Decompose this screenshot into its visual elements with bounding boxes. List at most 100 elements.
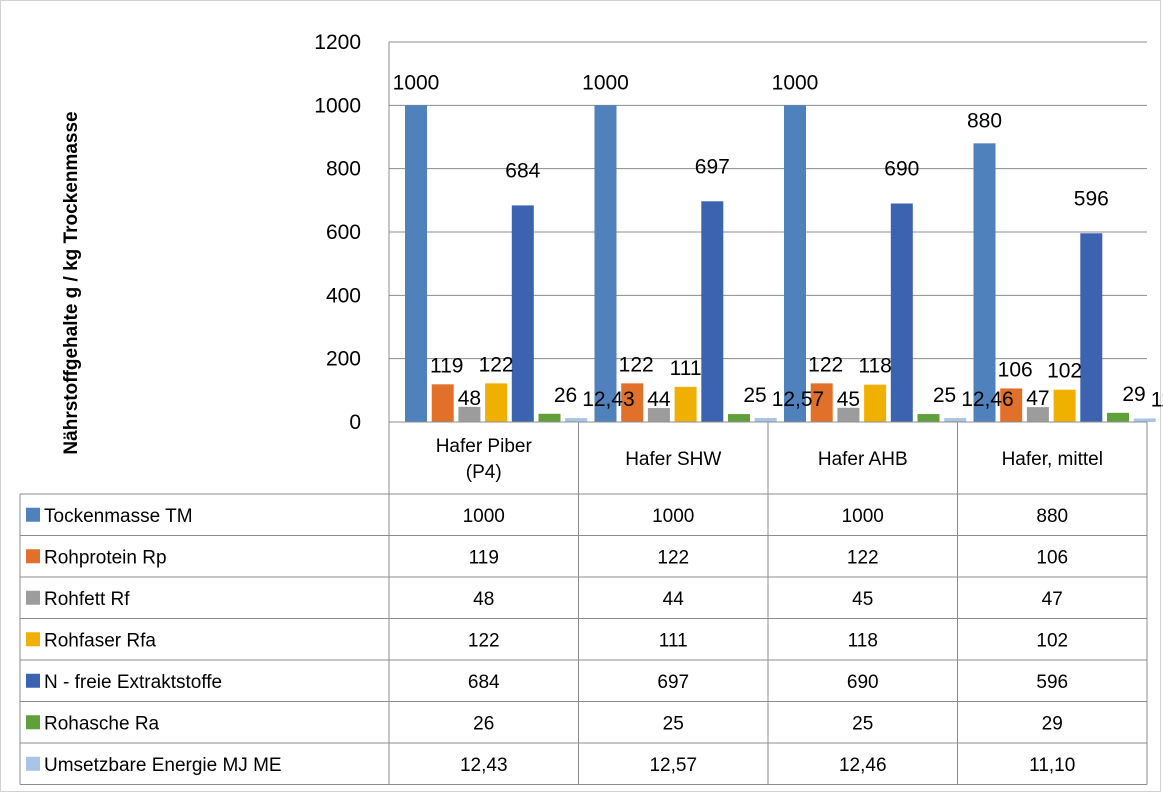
bar xyxy=(458,406,481,422)
legend-label: Rohfaser Rfa xyxy=(44,630,156,651)
y-tick-label: 400 xyxy=(326,284,361,307)
legend-swatch xyxy=(26,715,40,730)
bar xyxy=(565,418,588,422)
legend-label: Tockenmasse TM xyxy=(44,506,193,527)
data-label: 29 xyxy=(1122,383,1145,406)
bar xyxy=(1000,388,1023,422)
bar xyxy=(431,384,454,422)
legend-label: Umsetzbare Energie MJ ME xyxy=(44,755,282,776)
bar xyxy=(621,383,644,422)
table-cell: 684 xyxy=(468,672,500,693)
data-label: 11,10 xyxy=(1151,388,1163,411)
table-cell: 12,57 xyxy=(649,755,697,776)
table-cell: 25 xyxy=(852,713,873,734)
bar xyxy=(944,418,967,422)
data-label: 1000 xyxy=(582,71,629,94)
bar xyxy=(917,414,940,422)
legend-swatch xyxy=(26,507,40,522)
table-cell: 44 xyxy=(663,589,685,610)
table-cell: 48 xyxy=(473,589,494,610)
legend-label: Rohfett Rf xyxy=(44,589,130,610)
table-cell: 122 xyxy=(468,630,500,651)
y-tick-label: 1200 xyxy=(314,31,361,54)
y-tick-label: 600 xyxy=(326,221,361,244)
bar xyxy=(784,105,806,422)
data-label: 47 xyxy=(1026,387,1049,410)
data-label: 122 xyxy=(479,353,514,376)
table-cell: 45 xyxy=(852,589,873,610)
legend-swatch xyxy=(26,549,40,564)
data-label: 684 xyxy=(505,159,540,182)
data-label: 122 xyxy=(619,353,654,376)
data-label: 122 xyxy=(808,353,843,376)
y-tick-label: 800 xyxy=(326,158,361,181)
table-cell: 122 xyxy=(847,547,879,568)
bar xyxy=(728,414,750,422)
data-label: 12,43 xyxy=(582,388,635,411)
table-cell: 26 xyxy=(473,713,494,734)
y-tick-label: 1000 xyxy=(314,94,361,117)
table-cell: 25 xyxy=(663,713,684,734)
legend-label: Rohasche Ra xyxy=(44,713,160,734)
table-cell: 29 xyxy=(1042,713,1063,734)
data-label: 118 xyxy=(858,355,891,378)
data-label: 106 xyxy=(998,358,1033,381)
bar xyxy=(810,383,833,422)
category-label: Hafer AHB xyxy=(818,449,908,470)
bar xyxy=(538,413,561,422)
data-label: 44 xyxy=(647,388,671,411)
data-label: 880 xyxy=(967,109,1002,132)
data-label: 119 xyxy=(430,354,463,377)
bar xyxy=(973,143,996,423)
table-cell: 47 xyxy=(1042,589,1063,610)
table-cell: 111 xyxy=(659,630,688,651)
category-label: Hafer, mittel xyxy=(1002,449,1103,470)
bar xyxy=(837,407,860,422)
category-label: Hafer Piber (P4) xyxy=(436,436,533,483)
table-cell: 11,10 xyxy=(1029,755,1075,776)
bar xyxy=(485,383,508,422)
bar xyxy=(1107,412,1129,422)
bar xyxy=(890,203,913,422)
data-label: 102 xyxy=(1047,360,1082,383)
data-label: 690 xyxy=(884,158,919,181)
table-cell: 880 xyxy=(1036,506,1068,527)
data-label: 697 xyxy=(695,155,730,178)
table-cell: 1000 xyxy=(842,506,884,527)
data-label: 1000 xyxy=(393,71,440,94)
bar xyxy=(1133,418,1156,422)
bar xyxy=(511,205,534,422)
legend-swatch xyxy=(26,632,40,647)
table-cell: 119 xyxy=(469,547,499,568)
bar xyxy=(864,384,887,422)
table-cell: 118 xyxy=(848,630,878,651)
data-label: 25 xyxy=(743,384,766,407)
table-cell: 1000 xyxy=(652,506,694,527)
data-label: 45 xyxy=(837,388,860,411)
table-cell: 690 xyxy=(847,672,879,693)
data-label: 26 xyxy=(554,384,577,407)
legend-swatch xyxy=(26,590,40,605)
table-cell: 12,43 xyxy=(460,755,508,776)
y-tick-label: 0 xyxy=(349,411,361,434)
data-label: 12,57 xyxy=(772,388,825,411)
legend-label: Rohprotein Rp xyxy=(44,547,167,568)
legend-swatch xyxy=(26,673,40,688)
bar xyxy=(701,201,724,422)
data-label: 25 xyxy=(933,384,956,407)
bar xyxy=(647,408,670,422)
bar xyxy=(405,105,427,422)
bar xyxy=(754,418,777,422)
y-tick-label: 200 xyxy=(326,348,361,371)
data-label: 48 xyxy=(458,387,481,410)
table-cell: 12,46 xyxy=(839,755,887,776)
bar xyxy=(1080,233,1103,422)
table-cell: 106 xyxy=(1036,547,1068,568)
legend-label: N - freie Extraktstoffe xyxy=(44,672,222,693)
category-label: Hafer SHW xyxy=(625,449,721,470)
table-cell: 122 xyxy=(657,547,689,568)
table-cell: 697 xyxy=(657,672,689,693)
data-label: 111 xyxy=(670,357,702,380)
table-cell: 102 xyxy=(1036,630,1068,651)
